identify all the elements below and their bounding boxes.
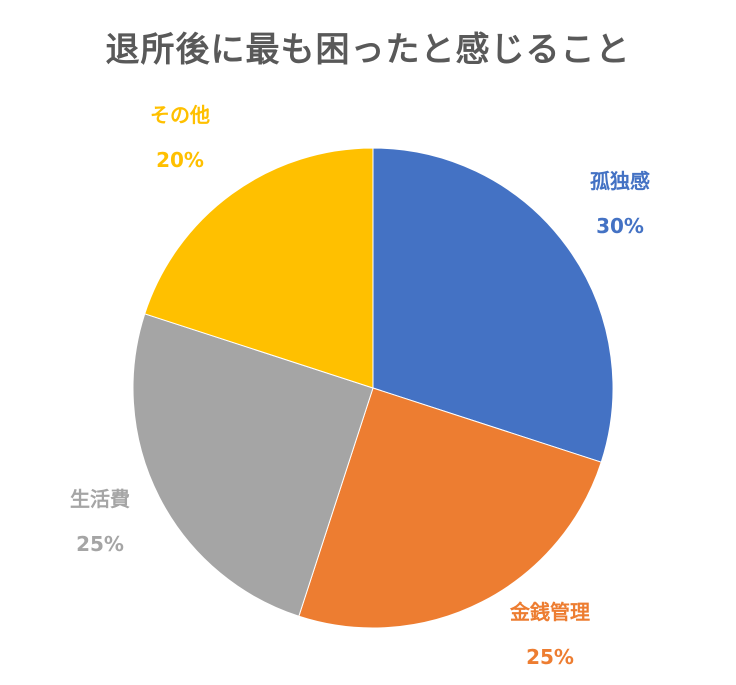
category-label: 孤独感 <box>590 169 650 193</box>
data-label-0: 孤独感 30% <box>550 159 690 249</box>
pie-slice-1 <box>298 387 602 629</box>
value-label: 25% <box>526 645 574 669</box>
pie-slice-2 <box>132 313 374 617</box>
value-label: 20% <box>156 148 204 172</box>
value-label: 25% <box>76 532 124 556</box>
category-label: 生活費 <box>70 487 130 511</box>
category-label: 金銭管理 <box>510 600 590 624</box>
value-label: 30% <box>596 214 644 238</box>
chart-title: 退所後に最も困ったと感じること <box>105 30 631 70</box>
category-label: その他 <box>150 103 210 127</box>
data-label-1: 金銭管理 25% <box>480 590 620 680</box>
pie-slice-0 <box>372 147 614 463</box>
data-label-3: その他 20% <box>110 93 250 183</box>
data-label-2: 生活費 25% <box>30 477 170 567</box>
pie-slice-3 <box>144 147 374 389</box>
